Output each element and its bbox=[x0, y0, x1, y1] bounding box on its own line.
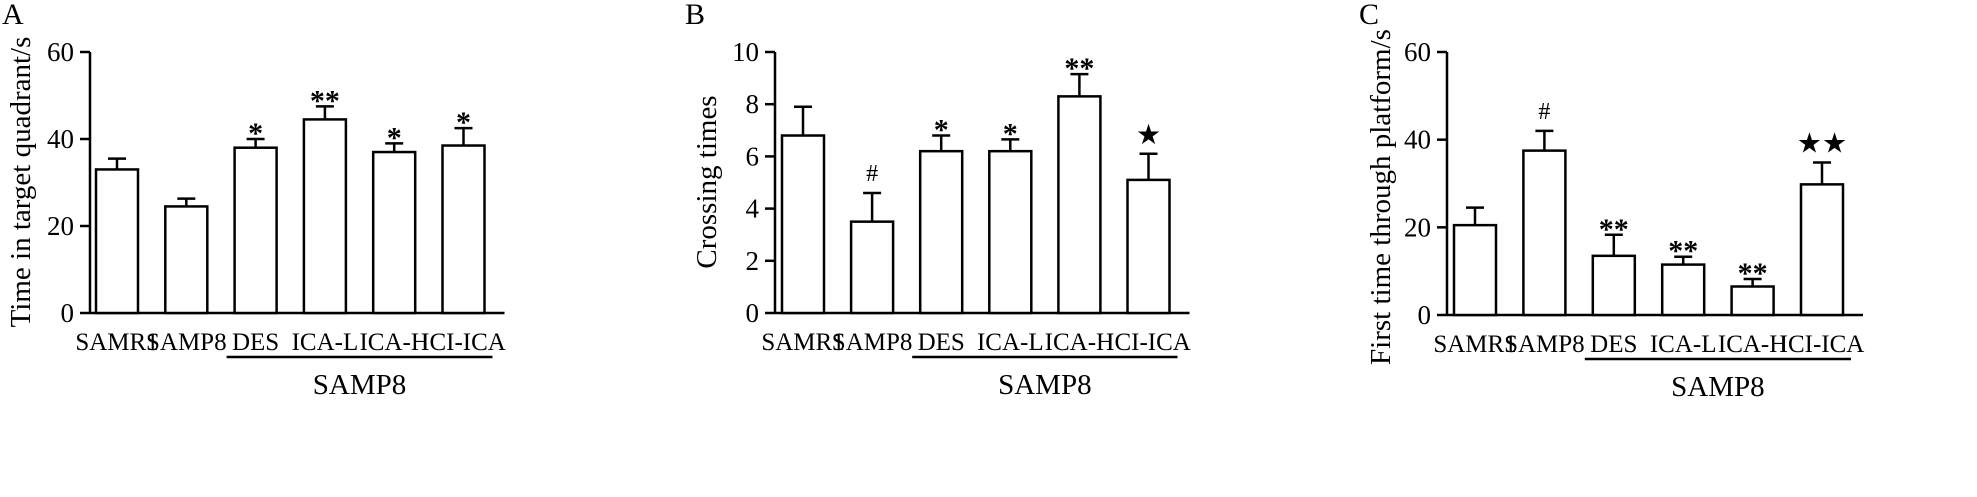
bar bbox=[441, 144, 486, 315]
significance-mark: ** bbox=[310, 84, 340, 117]
significance-mark: ★★ bbox=[1797, 128, 1847, 159]
group-label: SAMP8 bbox=[313, 369, 407, 401]
bar bbox=[1591, 254, 1637, 317]
y-axis-label-a: Time in target quadrant/s bbox=[5, 37, 37, 328]
y-tick-label: 40 bbox=[1404, 125, 1431, 155]
bar bbox=[302, 118, 348, 315]
y-tick-label: 20 bbox=[1404, 212, 1431, 242]
y-tick-label: 0 bbox=[1418, 300, 1432, 330]
significance-mark: # bbox=[1538, 99, 1550, 125]
x-tick-label: ICA-L bbox=[292, 329, 359, 356]
bar bbox=[94, 168, 140, 315]
significance-mark: * bbox=[387, 121, 402, 154]
group-label: SAMP8 bbox=[1671, 371, 1765, 403]
y-tick-label: 4 bbox=[746, 194, 760, 224]
x-tick-label: DES bbox=[232, 329, 279, 356]
significance-mark: # bbox=[866, 161, 878, 187]
x-tick-label: SAMP8 bbox=[146, 329, 227, 356]
significance-mark: ** bbox=[1668, 235, 1698, 268]
x-tick-label: ICA-L bbox=[977, 329, 1044, 356]
bar bbox=[233, 146, 278, 315]
x-tick-label: DES bbox=[1590, 331, 1637, 358]
panel-a: A Time in target quadrant/s 0 20 40 60 SAMR1… bbox=[2, 0, 506, 401]
y-tick-label: 60 bbox=[1404, 37, 1431, 67]
significance-mark: ** bbox=[1599, 213, 1629, 246]
bar bbox=[371, 150, 417, 315]
x-tick-label: SAMR1 bbox=[75, 329, 158, 356]
panel-label-a: A bbox=[2, 0, 24, 31]
y-tick-label: 60 bbox=[47, 37, 74, 67]
bar bbox=[988, 149, 1033, 315]
bar bbox=[918, 149, 964, 315]
y-tick-label: 0 bbox=[746, 298, 760, 328]
y-tick-label: 40 bbox=[47, 124, 74, 154]
significance-mark: ** bbox=[1064, 52, 1094, 85]
bar bbox=[1057, 95, 1102, 315]
x-tick-label: ICA-H bbox=[1718, 331, 1787, 358]
panel-label-b: B bbox=[685, 0, 705, 31]
y-axis-label-b: Crossing times bbox=[691, 95, 723, 268]
bar bbox=[1730, 285, 1775, 317]
bar bbox=[1126, 178, 1171, 315]
group-label: SAMP8 bbox=[998, 369, 1092, 401]
bar bbox=[1799, 183, 1845, 317]
x-tick-label: ICI-ICA bbox=[1780, 331, 1865, 358]
bar bbox=[1452, 223, 1498, 317]
panel-b: B Crossing times 0246810SAMR1SAMP8#DES*I… bbox=[685, 0, 1191, 401]
y-tick-label: 8 bbox=[746, 89, 760, 119]
y-tick-label: 2 bbox=[746, 246, 760, 276]
x-tick-label: SAMR1 bbox=[761, 329, 844, 356]
x-tick-label: SAMR1 bbox=[1433, 331, 1516, 358]
y-tick-label: 6 bbox=[746, 141, 760, 171]
significance-mark: * bbox=[456, 106, 471, 139]
panel-label-c: C bbox=[1359, 0, 1379, 31]
significance-mark: ★ bbox=[1136, 120, 1161, 151]
x-tick-label: ICA-L bbox=[1650, 331, 1717, 358]
x-tick-label: ICI-ICA bbox=[1106, 329, 1191, 356]
x-tick-label: ICI-ICA bbox=[421, 329, 506, 356]
x-tick-label: DES bbox=[918, 329, 965, 356]
y-axis-label-c: First time through platform/s bbox=[1365, 29, 1397, 365]
bar bbox=[1660, 263, 1706, 317]
significance-mark: * bbox=[1003, 117, 1018, 150]
x-tick-label: ICA-H bbox=[359, 329, 428, 356]
y-tick-label: 20 bbox=[47, 211, 74, 241]
significance-mark: * bbox=[248, 117, 263, 150]
significance-mark: * bbox=[934, 114, 949, 147]
plot-b: 0246810SAMR1SAMP8#DES*ICA-L*ICA-H**ICI-I… bbox=[732, 37, 1191, 401]
x-tick-label: SAMP8 bbox=[1504, 331, 1585, 358]
bar bbox=[164, 205, 209, 315]
significance-mark: ** bbox=[1738, 257, 1768, 290]
bar bbox=[780, 134, 826, 315]
plot-c: 0204060SAMR1SAMP8#DES**ICA-L**ICA-H**ICI… bbox=[1404, 37, 1864, 403]
y-tick-label: 0 bbox=[61, 298, 75, 328]
panel-c: C First time through platform/s 0 20 40 60 S… bbox=[1359, 0, 1864, 403]
x-tick-label: ICA-H bbox=[1045, 329, 1114, 356]
bar bbox=[849, 220, 895, 315]
bar bbox=[1522, 149, 1567, 317]
x-tick-label: SAMP8 bbox=[832, 329, 913, 356]
y-tick-label: 10 bbox=[732, 37, 759, 67]
